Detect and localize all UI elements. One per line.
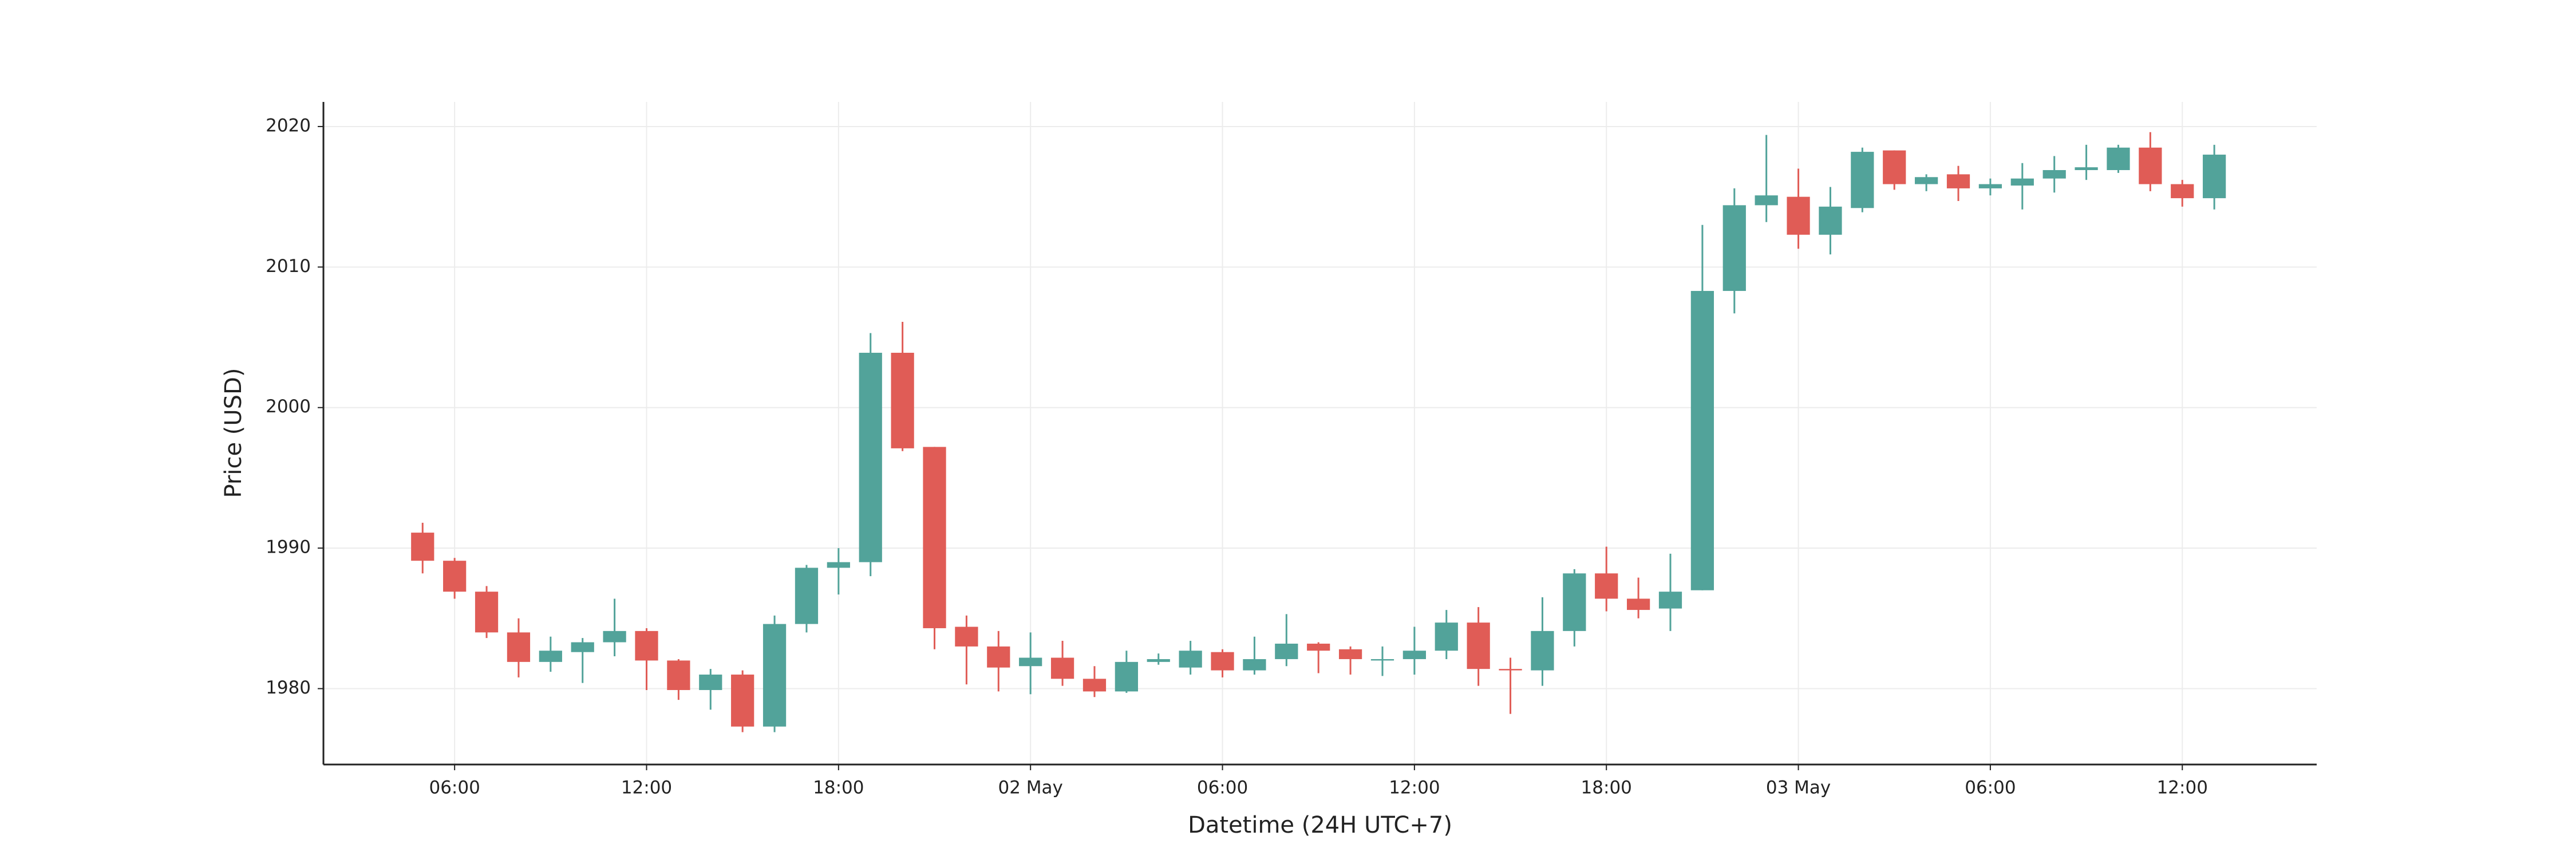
candle-body	[1019, 657, 1042, 667]
candle-body	[2107, 147, 2130, 171]
x-tick-label: 18:00	[1581, 778, 1632, 798]
x-tick-label: 06:00	[1197, 778, 1248, 798]
candle-body	[1435, 622, 1458, 651]
candle-body	[411, 533, 434, 561]
y-tick-label: 1990	[266, 537, 311, 558]
candle-body	[1082, 679, 1107, 692]
candle-body	[635, 631, 658, 661]
candle-body	[1115, 661, 1138, 692]
candle-body	[1499, 669, 1522, 671]
x-tick-label: 12:00	[1389, 778, 1440, 798]
y-tick-label: 2010	[266, 256, 311, 277]
y-tick-label: 2020	[266, 115, 311, 136]
candle-body	[539, 651, 562, 662]
y-tick-label: 1980	[266, 677, 311, 698]
candle-body	[603, 631, 626, 643]
candle-body	[987, 646, 1010, 668]
candle-body	[1147, 659, 1170, 662]
candle-body	[1946, 174, 1970, 188]
y-tick-label: 2000	[266, 396, 311, 417]
candle-body	[667, 660, 690, 690]
candle-body	[1467, 622, 1490, 669]
candle-body	[2075, 167, 2098, 171]
candle-body	[2042, 170, 2066, 179]
candle-body	[1787, 196, 1810, 235]
candle-body	[1755, 195, 1778, 206]
candle-body	[1243, 659, 1266, 671]
candle-body	[1690, 291, 1714, 590]
candle-body	[1595, 573, 1618, 599]
candle-body	[2139, 147, 2162, 184]
candle-body	[1658, 592, 1682, 609]
candle-body	[507, 632, 531, 662]
candle-body	[2010, 178, 2034, 186]
candle-body	[1402, 651, 1426, 659]
x-tick-label: 02 May	[998, 778, 1062, 798]
candle-body	[1275, 643, 1298, 659]
candle-body	[1370, 659, 1394, 661]
candle-body	[1050, 657, 1074, 679]
x-tick-label: 03 May	[1766, 778, 1831, 798]
candle-body	[1531, 631, 1554, 671]
candle-body	[475, 592, 499, 633]
candle-body	[571, 642, 594, 652]
y-axis-label: Price (USD)	[220, 368, 247, 498]
candle-body	[891, 353, 914, 448]
candle-body	[859, 353, 882, 562]
candle-body	[731, 674, 754, 727]
candle-body	[1179, 651, 1202, 668]
candle-body	[1819, 206, 1842, 235]
x-tick-label: 06:00	[429, 778, 480, 798]
candle-body	[2203, 155, 2226, 199]
candle-body	[1563, 573, 1586, 631]
x-tick-label: 12:00	[621, 778, 672, 798]
candle-body	[762, 624, 787, 727]
candle-body	[1211, 652, 1234, 671]
candle-body	[443, 561, 467, 592]
x-tick-label: 18:00	[813, 778, 864, 798]
candle-body	[699, 674, 722, 690]
x-tick-label: 12:00	[2157, 778, 2208, 798]
candle-body	[827, 562, 850, 568]
candle-body	[2171, 184, 2194, 199]
candle-body	[1851, 152, 1874, 208]
candle-body	[1338, 649, 1362, 659]
x-axis-label: Datetime (24H UTC+7)	[1188, 812, 1452, 838]
candle-body	[1626, 598, 1650, 610]
candle-body	[1915, 177, 1938, 184]
candle-body	[955, 626, 978, 647]
candle-body	[1307, 643, 1330, 651]
candle-body	[1722, 205, 1746, 291]
x-tick-label: 06:00	[1965, 778, 2016, 798]
candle-body	[795, 568, 819, 624]
candle-body	[923, 447, 946, 628]
candle-body	[1883, 150, 1906, 184]
candle-body	[1978, 184, 2002, 188]
